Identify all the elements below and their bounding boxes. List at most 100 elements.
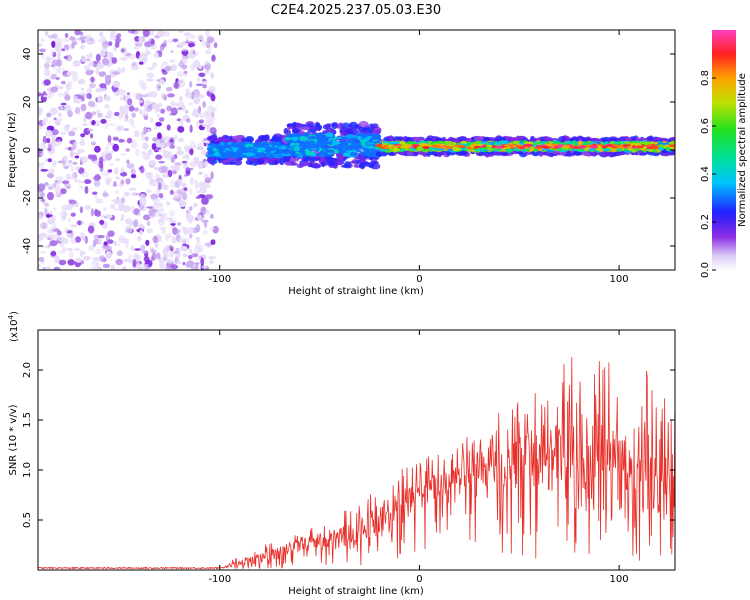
heatmap-cell bbox=[331, 145, 337, 149]
heatmap-cell bbox=[156, 30, 165, 38]
heatmap-cell bbox=[473, 135, 484, 142]
heatmap-cell bbox=[265, 157, 275, 164]
y-tick-label: -20 bbox=[22, 190, 33, 206]
heatmap-cell bbox=[210, 106, 217, 112]
heatmap-cell bbox=[257, 158, 265, 165]
heatmap-cell bbox=[86, 93, 92, 99]
heatmap-cell bbox=[64, 125, 70, 132]
heatmap-cell bbox=[145, 239, 150, 246]
heatmap-cell bbox=[210, 72, 215, 79]
heatmap-cell bbox=[102, 207, 107, 211]
heatmap-cell bbox=[118, 89, 126, 96]
heatmap-cell bbox=[302, 161, 311, 166]
heatmap-cell bbox=[177, 107, 184, 110]
heatmap-cell bbox=[144, 136, 149, 142]
heatmap-cell bbox=[48, 227, 56, 231]
heatmap-cell bbox=[495, 146, 504, 149]
heatmap-cell bbox=[187, 102, 194, 106]
heatmap-cell bbox=[364, 137, 371, 141]
heatmap-cell bbox=[341, 136, 348, 140]
heatmap-cell bbox=[208, 37, 214, 44]
heatmap-cell bbox=[186, 152, 190, 162]
heatmap-cell bbox=[182, 253, 189, 257]
heatmap-cell bbox=[50, 251, 57, 256]
heatmap-cell bbox=[38, 107, 43, 116]
heatmap-cell bbox=[192, 108, 200, 114]
heatmap-cell bbox=[167, 170, 173, 178]
heatmap-cell bbox=[270, 141, 276, 147]
heatmap-cell bbox=[207, 118, 214, 126]
heatmap-cell bbox=[147, 67, 154, 71]
heatmap-cell bbox=[102, 192, 109, 198]
heatmap-cell bbox=[78, 180, 85, 184]
heatmap-cell bbox=[369, 160, 379, 165]
heatmap-cell bbox=[51, 214, 57, 222]
heatmap-cell bbox=[362, 133, 369, 136]
heatmap-cell bbox=[141, 133, 145, 141]
heatmap-cell bbox=[47, 237, 52, 241]
heatmap-cell bbox=[369, 138, 375, 143]
heatmap-cell bbox=[170, 64, 178, 72]
heatmap-cell bbox=[231, 135, 239, 139]
heatmap-cell bbox=[53, 117, 57, 121]
heatmap-cell bbox=[84, 205, 92, 210]
heatmap-cell bbox=[50, 91, 55, 97]
heatmap-cell bbox=[162, 248, 168, 257]
heatmap-cell bbox=[405, 136, 412, 143]
heatmap-cell bbox=[40, 52, 46, 60]
heatmap-cell bbox=[122, 108, 129, 115]
heatmap-cell bbox=[122, 266, 127, 270]
heatmap-cell bbox=[57, 51, 62, 57]
heatmap-cell bbox=[196, 239, 201, 244]
heatmap-cell bbox=[198, 112, 206, 119]
heatmap-cell bbox=[210, 239, 216, 245]
heatmap-cell bbox=[112, 143, 119, 152]
heatmap-cell bbox=[133, 191, 137, 196]
heatmap-cell bbox=[138, 61, 144, 65]
heatmap-cell bbox=[63, 155, 68, 162]
heatmap-cell bbox=[339, 129, 346, 133]
heatmap-cell bbox=[104, 121, 109, 129]
heatmap-cell bbox=[55, 176, 64, 182]
heatmap-cell bbox=[71, 143, 77, 151]
heatmap-cell bbox=[230, 142, 240, 148]
heatmap-cell bbox=[158, 117, 165, 122]
heatmap-cell bbox=[533, 151, 540, 155]
heatmap-cell bbox=[446, 144, 457, 147]
heatmap-cell bbox=[38, 216, 44, 220]
heatmap-cell bbox=[53, 233, 59, 241]
heatmap-cell bbox=[107, 239, 114, 244]
heatmap-cell bbox=[148, 160, 157, 166]
heatmap-cell bbox=[200, 257, 205, 266]
heatmap-cell bbox=[44, 207, 48, 216]
heatmap-cell bbox=[281, 153, 291, 157]
heatmap-cell bbox=[193, 156, 200, 165]
heatmap-cell bbox=[296, 164, 304, 168]
heatmap-cell bbox=[167, 39, 173, 44]
heatmap-cell bbox=[338, 149, 347, 154]
heatmap-cell bbox=[70, 212, 76, 217]
heatmap-cell bbox=[67, 259, 75, 266]
heatmap-cell bbox=[49, 107, 58, 116]
heatmap-cell bbox=[179, 96, 183, 102]
heatmap-cell bbox=[151, 103, 160, 110]
heatmap-cell bbox=[197, 161, 204, 170]
heatmap-cell bbox=[160, 79, 165, 85]
heatmap-cell bbox=[107, 142, 115, 146]
heatmap-cell bbox=[68, 160, 73, 164]
heatmap-cell bbox=[219, 136, 228, 143]
snr-y-axis-label: SNR (10 * v/v) bbox=[8, 404, 19, 475]
heatmap-cell bbox=[98, 238, 102, 245]
heatmap-cell bbox=[64, 33, 69, 38]
x-tick-label: -100 bbox=[208, 274, 231, 285]
heatmap-cell bbox=[180, 74, 188, 77]
heatmap-cell bbox=[78, 78, 86, 85]
heatmap-cell bbox=[261, 143, 268, 146]
heatmap-cell bbox=[185, 92, 194, 99]
heatmap-cell bbox=[158, 160, 165, 164]
heatmap-cell bbox=[195, 243, 199, 250]
heatmap-cell bbox=[134, 45, 139, 51]
heatmap-cell bbox=[38, 92, 42, 97]
heatmap-cell bbox=[337, 153, 345, 161]
